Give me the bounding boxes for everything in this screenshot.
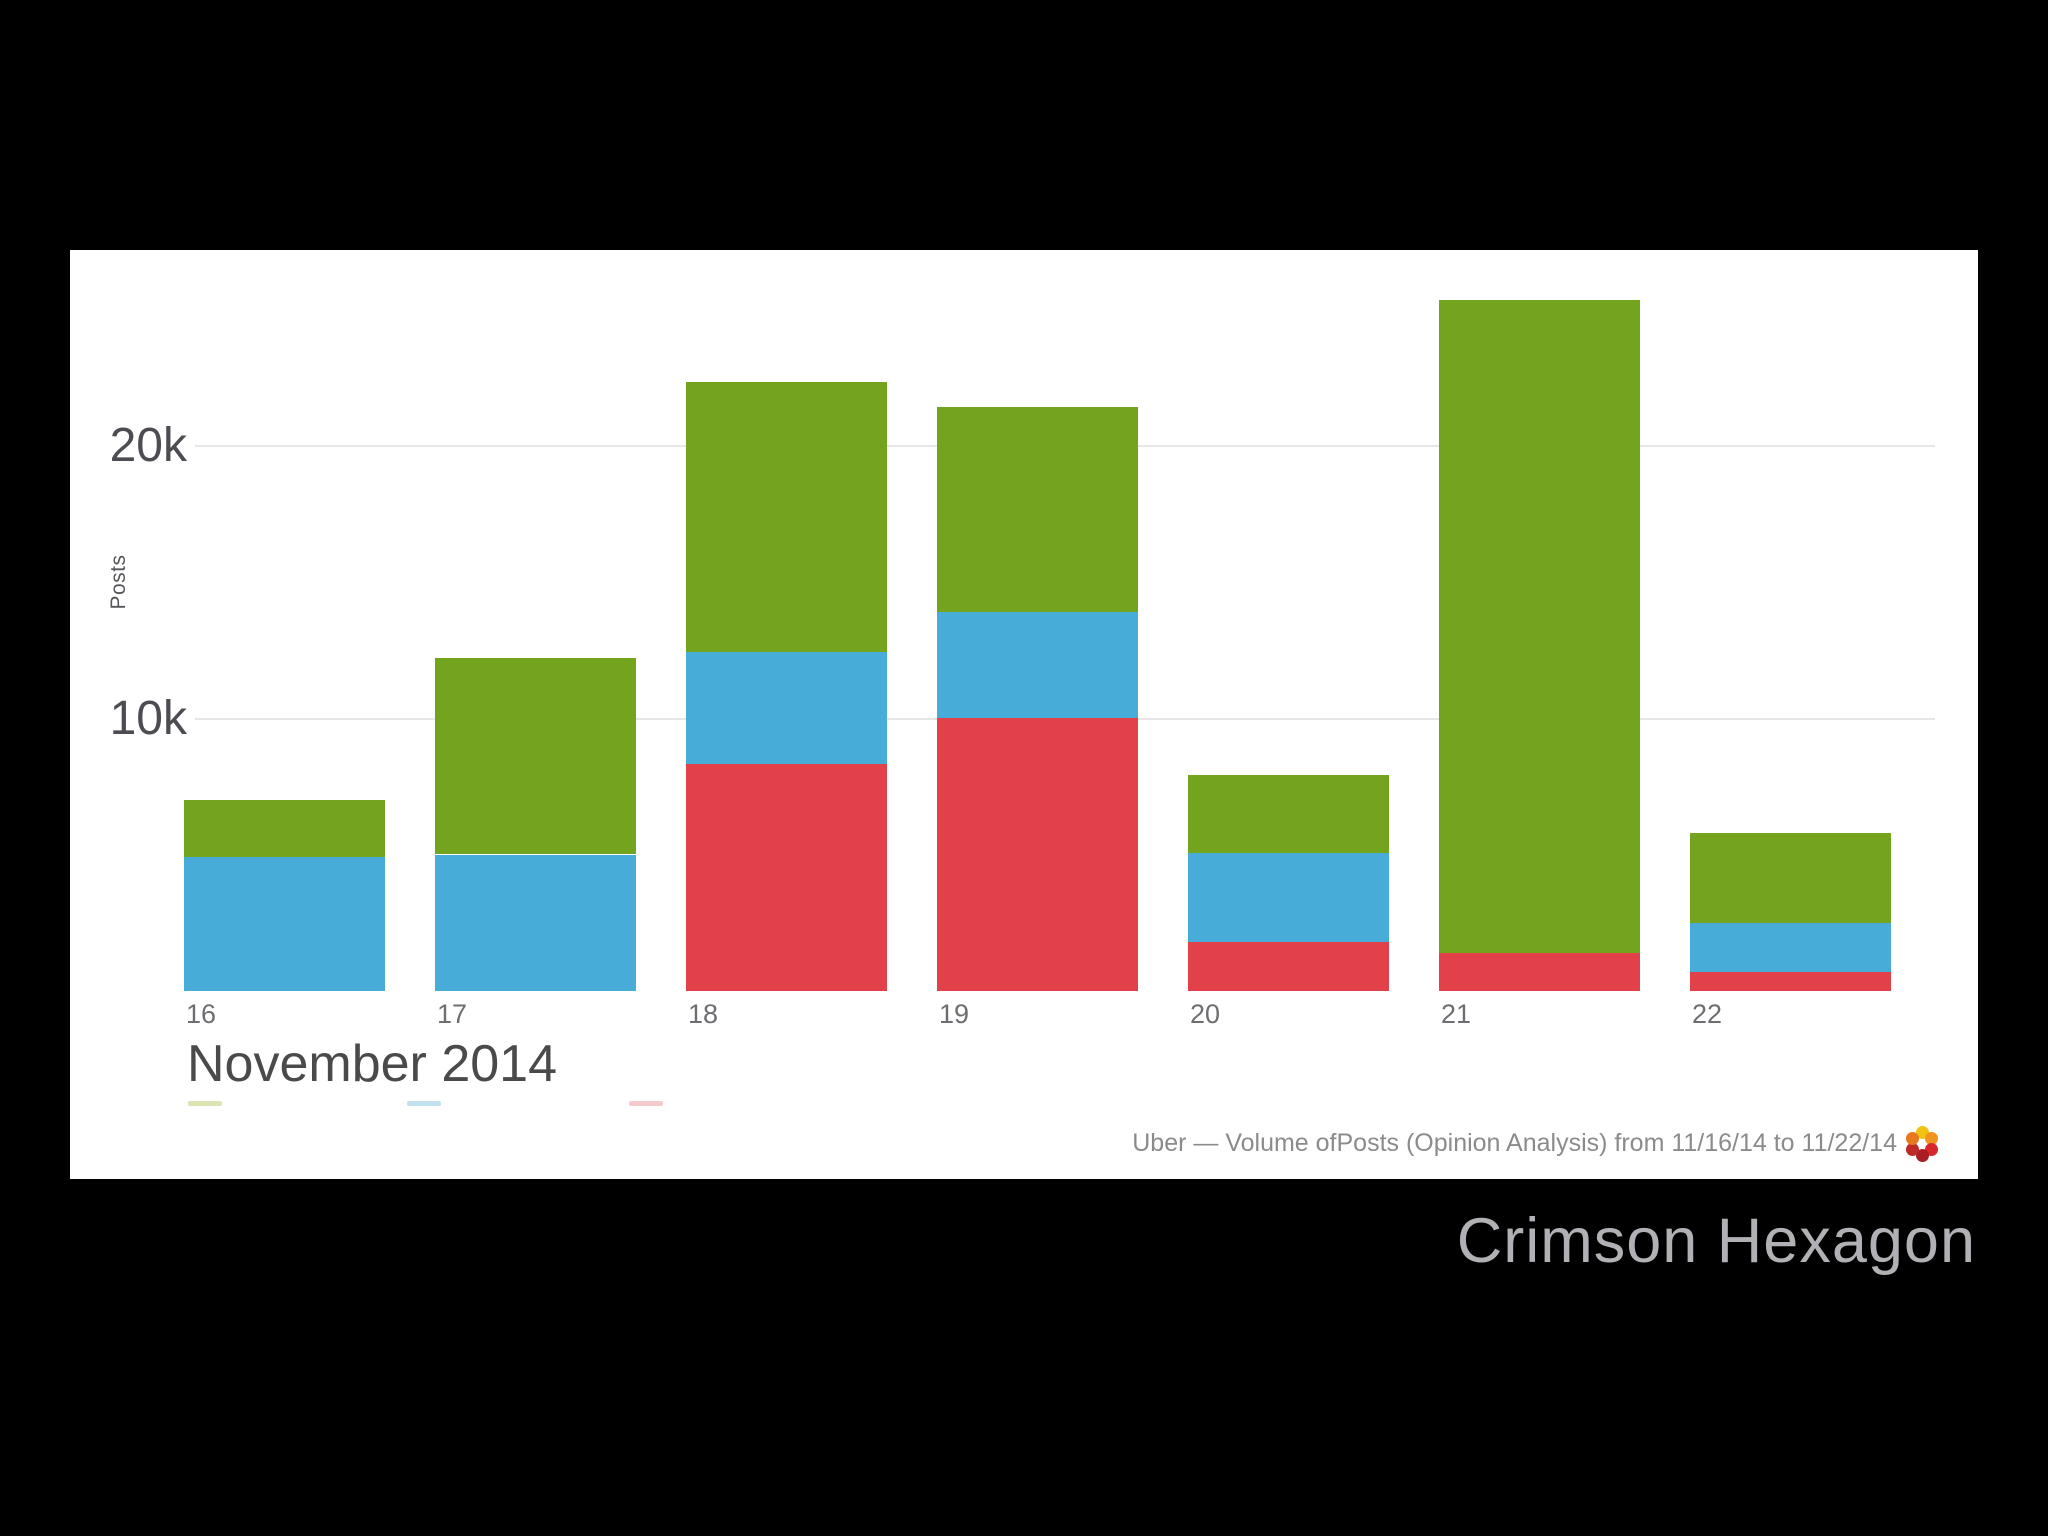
bar-17-green-segment xyxy=(435,657,636,855)
x-tick-label-19: 19 xyxy=(939,999,970,1029)
logo-dot-6 xyxy=(1905,1131,1919,1145)
y-tick-label-10k: 10k xyxy=(109,692,187,745)
y-axis-title: Posts xyxy=(107,554,130,610)
logo-dot-4 xyxy=(1915,1149,1929,1162)
bar-19-green-segment xyxy=(937,406,1138,612)
bar-22-red-segment xyxy=(1690,971,1891,991)
bar-21-green-segment xyxy=(1439,300,1640,953)
bar-20-red-segment xyxy=(1188,941,1389,991)
x-tick-label-21: 21 xyxy=(1441,999,1472,1029)
bar-21-red-segment xyxy=(1439,952,1640,991)
y-tick-label-20k: 20k xyxy=(109,419,187,472)
chart-panel: Posts 20k 10k 16 17 18 19 20 21 22 November 201… xyxy=(70,250,1978,1179)
bar-22-blue-segment xyxy=(1690,922,1891,972)
chart-title: November 2014 xyxy=(187,1035,557,1093)
bar-16-green-segment xyxy=(184,799,385,858)
logo-dot-2 xyxy=(1925,1131,1939,1145)
logo-dot-1 xyxy=(1915,1126,1929,1139)
crimson-hexagon-logo-icon xyxy=(1900,1122,1944,1166)
bar-17-blue-segment xyxy=(435,854,636,991)
x-tick-label-17: 17 xyxy=(437,999,468,1029)
bar-22-green-segment xyxy=(1690,832,1891,923)
bar-20-blue-segment xyxy=(1188,853,1389,942)
bar-19-blue-segment xyxy=(937,611,1138,718)
x-tick-label-20: 20 xyxy=(1190,999,1221,1029)
x-tick-label-16: 16 xyxy=(186,999,217,1029)
x-tick-label-22: 22 xyxy=(1692,999,1723,1029)
logo-dot-3 xyxy=(1925,1143,1939,1157)
bar-18-green-segment xyxy=(686,382,887,653)
watermark-text: Crimson Hexagon xyxy=(1456,1206,1976,1276)
x-tick-label-18: 18 xyxy=(688,999,719,1029)
bar-20-green-segment xyxy=(1188,775,1389,854)
chart-caption: Uber — Volume ofPosts (Opinion Analysis)… xyxy=(1132,1129,1897,1157)
logo-dot-5 xyxy=(1905,1143,1919,1157)
legend-swatch-3 xyxy=(629,1101,663,1106)
legend-swatch-2 xyxy=(407,1101,441,1106)
bar-18-blue-segment xyxy=(686,652,887,765)
legend-swatch-1 xyxy=(188,1101,222,1106)
bar-19-red-segment xyxy=(937,718,1138,991)
bar-18-red-segment xyxy=(686,764,887,991)
bar-16-blue-segment xyxy=(184,857,385,991)
